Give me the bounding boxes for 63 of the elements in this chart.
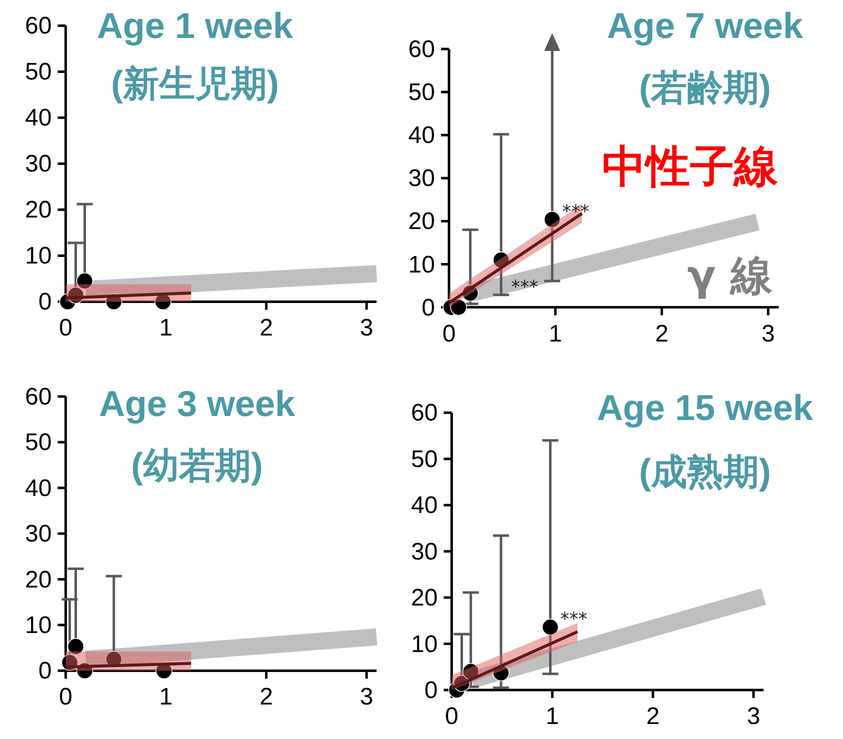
point: [154, 293, 172, 310]
x-tick-label: 0: [59, 684, 72, 711]
y-tick-label: 40: [408, 122, 435, 150]
x-tick-label: 0: [445, 703, 458, 730]
y-tick-label: 40: [24, 104, 52, 132]
y-tick-label: 20: [24, 196, 52, 224]
y-tick-label: 0: [38, 658, 52, 685]
y-tick-label: 30: [410, 538, 438, 566]
x-tick-label: 2: [260, 684, 273, 711]
x-tick-label: 1: [548, 320, 562, 348]
x-tick-label: 0: [442, 320, 456, 348]
y-tick-label: 10: [408, 251, 435, 278]
y-tick-label: 40: [410, 492, 438, 520]
annotation: ***: [511, 276, 538, 298]
x-tick-label: 3: [761, 320, 775, 348]
y-tick-label: 60: [410, 400, 438, 427]
text: (成熟期): [639, 451, 771, 492]
chart-title: Age 15 week: [596, 387, 814, 428]
annotation: ***: [562, 201, 590, 222]
x-tick-label: 1: [546, 703, 559, 730]
y-tick-label: 50: [410, 446, 438, 473]
x-tick-label: 0: [59, 314, 72, 342]
y-tick-label: 50: [408, 79, 435, 106]
y-tick-label: 30: [24, 520, 52, 548]
chart-title: Age 1 week: [96, 5, 294, 46]
y-tick-label: 20: [410, 584, 438, 612]
x-tick-label: 1: [159, 314, 173, 342]
series-label: 中性子線: [602, 141, 779, 192]
y-tick-label: 20: [408, 208, 435, 236]
chart-title: Age 7 week: [606, 5, 804, 46]
x-tick-label: 2: [646, 703, 660, 730]
x-tick-label: 3: [746, 703, 760, 730]
text: (幼若期): [131, 445, 263, 486]
y-tick-label: 20: [24, 566, 52, 594]
y-tick-label: 0: [422, 294, 435, 322]
y-tick-label: 10: [410, 630, 438, 658]
point: [542, 618, 559, 636]
y-tick-label: 30: [24, 150, 52, 178]
y-tick-label: 50: [24, 429, 52, 456]
x-tick-label: 2: [655, 320, 668, 348]
point: [462, 663, 480, 680]
point: [67, 638, 84, 655]
y-tick-label: 10: [24, 242, 52, 270]
y-tick-label: 30: [408, 165, 435, 192]
x-tick-label: 2: [260, 314, 273, 342]
x-tick-label: 1: [159, 684, 173, 711]
annotation: ***: [560, 609, 588, 630]
series-label: γ 線: [687, 251, 774, 300]
point: [76, 272, 94, 290]
point: [450, 298, 467, 316]
chart-title: Age 3 week: [98, 383, 296, 424]
text: (若齢期): [639, 67, 771, 108]
y-tick-label: 50: [24, 58, 52, 86]
x-tick-label: 3: [360, 684, 374, 711]
y-tick-label: 10: [24, 612, 52, 639]
y-tick-label: 60: [24, 384, 52, 410]
y-tick-label: 0: [38, 288, 52, 316]
x-tick-label: 3: [360, 314, 374, 342]
y-tick-label: 40: [24, 474, 52, 502]
y-tick-label: 60: [24, 12, 52, 40]
text: (新生児期): [111, 63, 279, 104]
point: [544, 211, 561, 228]
y-tick-label: 60: [408, 36, 435, 63]
